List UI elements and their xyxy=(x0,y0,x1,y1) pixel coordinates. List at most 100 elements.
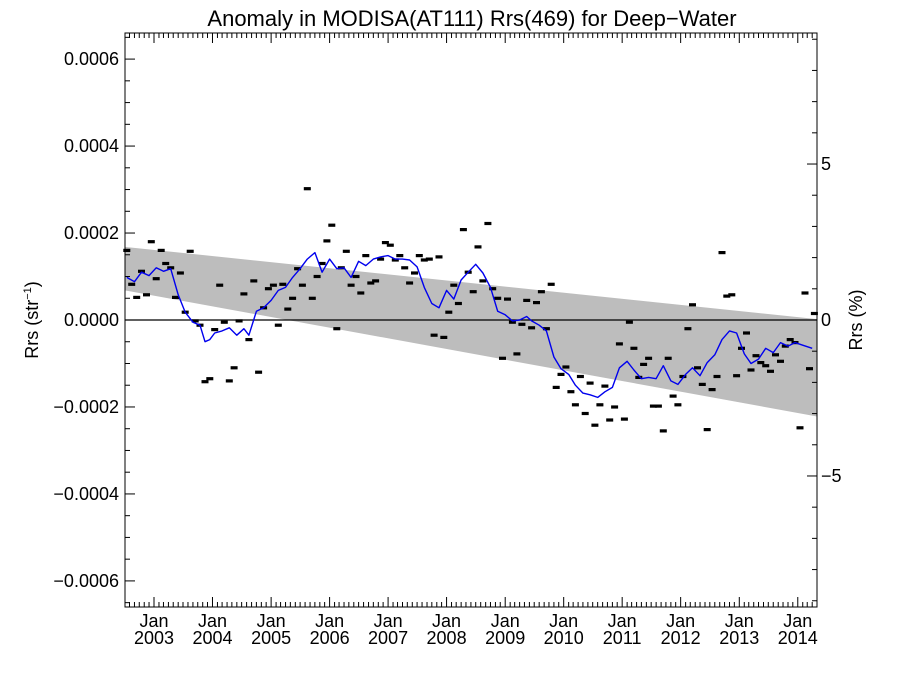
y-tick-label-left: −0.0006 xyxy=(53,571,119,591)
monthly-point xyxy=(733,374,741,378)
monthly-point xyxy=(620,417,628,421)
monthly-point xyxy=(757,361,765,365)
monthly-point xyxy=(625,320,633,324)
x-tick-label-year: 2011 xyxy=(603,628,642,648)
y-tick-label-left: 0.0002 xyxy=(64,223,119,243)
x-tick-label-month: Jan xyxy=(139,611,168,631)
monthly-point xyxy=(752,354,760,358)
monthly-point xyxy=(645,356,653,360)
monthly-point xyxy=(211,328,219,332)
monthly-point xyxy=(381,241,389,245)
x-tick-label-month: Jan xyxy=(315,611,344,631)
monthly-point xyxy=(694,366,701,370)
monthly-point xyxy=(152,277,160,281)
monthly-point xyxy=(313,274,321,279)
monthly-point xyxy=(440,335,448,339)
monthly-point xyxy=(274,323,282,327)
monthly-point xyxy=(396,254,404,258)
monthly-point xyxy=(810,311,818,316)
monthly-point xyxy=(801,291,809,295)
monthly-point xyxy=(445,310,453,314)
monthly-point xyxy=(264,287,272,291)
monthly-point xyxy=(333,327,341,331)
monthly-point xyxy=(269,283,277,287)
monthly-point xyxy=(542,327,550,331)
monthly-point xyxy=(454,301,462,306)
monthly-point xyxy=(679,374,687,379)
monthly-point xyxy=(342,249,350,253)
monthly-point xyxy=(479,279,487,283)
x-tick-label-month: Jan xyxy=(432,611,461,631)
monthly-point xyxy=(806,367,813,371)
monthly-point xyxy=(406,281,414,285)
monthly-point xyxy=(772,353,779,357)
monthly-point xyxy=(216,283,224,287)
monthly-point xyxy=(415,254,423,258)
monthly-point xyxy=(547,282,555,286)
monthly-point xyxy=(630,346,638,350)
monthly-point xyxy=(167,266,175,270)
monthly-point xyxy=(518,322,526,326)
monthly-point xyxy=(659,429,667,433)
monthly-point xyxy=(684,327,692,331)
x-tick-label-year: 2014 xyxy=(778,628,818,648)
trend-band xyxy=(125,246,817,417)
x-tick-label-month: Jan xyxy=(374,611,403,631)
monthly-point xyxy=(611,405,619,409)
monthly-point xyxy=(654,404,662,408)
monthly-point xyxy=(747,368,755,372)
y-tick-label-left: 0.0000 xyxy=(64,310,119,330)
monthly-point xyxy=(781,344,789,348)
x-tick-label-year: 2006 xyxy=(310,628,350,648)
x-tick-label-month: Jan xyxy=(783,611,812,631)
monthly-point xyxy=(533,301,540,305)
monthly-point xyxy=(484,221,492,226)
y-tick-label-left: 0.0004 xyxy=(64,136,119,156)
monthly-point xyxy=(367,281,375,285)
monthly-point xyxy=(386,243,394,247)
monthly-point xyxy=(347,283,355,287)
monthly-point xyxy=(298,283,306,287)
monthly-point xyxy=(635,375,643,379)
x-tick-label-year: 2012 xyxy=(661,628,701,648)
x-tick-label-month: Jan xyxy=(725,611,754,631)
monthly-point xyxy=(143,293,150,297)
monthly-point xyxy=(674,403,682,407)
monthly-point xyxy=(372,279,380,283)
monthly-point xyxy=(323,239,331,243)
monthly-point xyxy=(191,319,199,323)
monthly-point xyxy=(294,267,302,271)
monthly-point xyxy=(391,258,399,262)
monthly-point xyxy=(698,382,706,386)
y-tick-label-left: 0.0006 xyxy=(64,49,119,69)
monthly-point xyxy=(430,333,438,337)
monthly-point xyxy=(513,352,521,356)
monthly-point xyxy=(318,261,326,266)
monthly-point xyxy=(728,293,736,297)
monthly-point xyxy=(586,381,594,385)
monthly-point xyxy=(499,356,506,360)
monthly-point xyxy=(172,295,179,299)
monthly-point xyxy=(567,390,575,394)
x-tick-label-month: Jan xyxy=(198,611,227,631)
monthly-point xyxy=(591,423,599,427)
x-tick-label-year: 2009 xyxy=(485,628,525,648)
x-tick-label-year: 2004 xyxy=(192,628,232,648)
monthly-point xyxy=(279,282,287,286)
monthly-point xyxy=(708,388,716,392)
monthly-point xyxy=(767,369,774,373)
monthly-point xyxy=(450,283,458,287)
monthly-point xyxy=(411,271,418,275)
monthly-point xyxy=(401,266,409,270)
x-tick-label-year: 2013 xyxy=(719,628,759,648)
monthly-point xyxy=(504,297,511,301)
monthly-point xyxy=(201,380,209,384)
monthly-point xyxy=(474,245,482,249)
monthly-point xyxy=(552,385,560,389)
x-tick-label-year: 2003 xyxy=(134,628,174,648)
monthly-point xyxy=(777,359,784,363)
monthly-point xyxy=(796,426,804,430)
monthly-point xyxy=(123,248,131,252)
monthly-point xyxy=(469,290,477,294)
